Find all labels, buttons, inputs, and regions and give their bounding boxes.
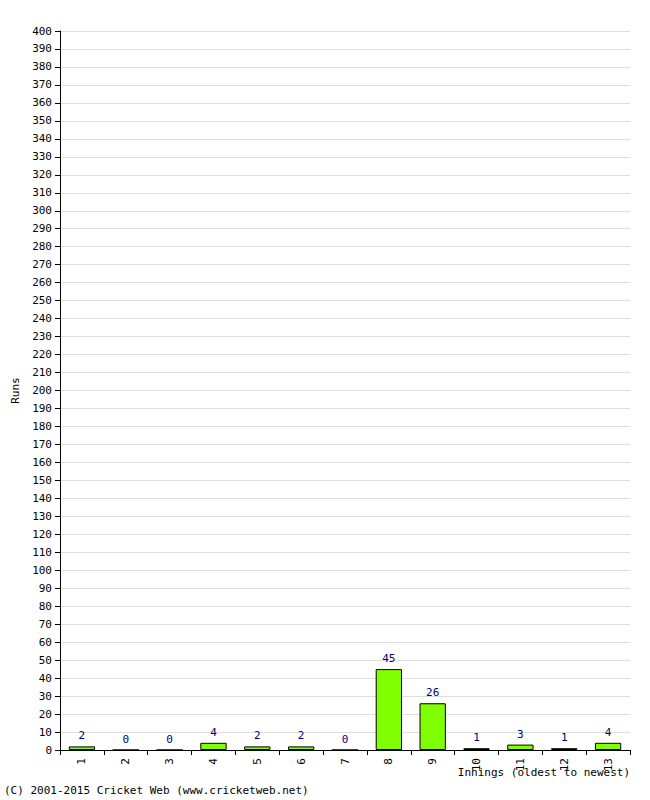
svg-text:13: 13 <box>602 758 615 771</box>
svg-text:120: 120 <box>32 528 52 541</box>
svg-text:3: 3 <box>163 758 176 765</box>
svg-text:190: 190 <box>32 402 52 415</box>
svg-text:210: 210 <box>32 366 52 379</box>
svg-text:4: 4 <box>605 726 612 739</box>
svg-text:3: 3 <box>517 728 524 741</box>
svg-text:70: 70 <box>39 618 52 631</box>
svg-text:300: 300 <box>32 204 52 217</box>
svg-text:45: 45 <box>382 652 395 665</box>
svg-text:310: 310 <box>32 186 52 199</box>
svg-text:9: 9 <box>426 758 439 765</box>
svg-text:20: 20 <box>39 708 52 721</box>
svg-text:280: 280 <box>32 240 52 253</box>
svg-text:10: 10 <box>39 726 52 739</box>
svg-text:160: 160 <box>32 456 52 469</box>
svg-text:5: 5 <box>251 758 264 765</box>
svg-text:1: 1 <box>561 731 568 744</box>
svg-text:90: 90 <box>39 582 52 595</box>
svg-text:130: 130 <box>32 510 52 523</box>
svg-text:8: 8 <box>382 758 395 765</box>
svg-text:26: 26 <box>426 686 439 699</box>
svg-text:0: 0 <box>122 733 129 746</box>
svg-text:360: 360 <box>32 96 52 109</box>
svg-text:340: 340 <box>32 132 52 145</box>
svg-text:250: 250 <box>32 294 52 307</box>
svg-text:2: 2 <box>119 758 132 765</box>
svg-text:4: 4 <box>207 758 220 765</box>
svg-text:200: 200 <box>32 384 52 397</box>
svg-text:50: 50 <box>39 654 52 667</box>
svg-text:400: 400 <box>32 25 52 38</box>
svg-text:330: 330 <box>32 150 52 163</box>
svg-text:140: 140 <box>32 492 52 505</box>
svg-text:1: 1 <box>75 758 88 765</box>
svg-text:(C) 2001-2015 Cricket Web (www: (C) 2001-2015 Cricket Web (www.cricketwe… <box>4 784 309 797</box>
svg-text:7: 7 <box>339 758 352 765</box>
svg-text:Runs: Runs <box>9 377 22 404</box>
svg-text:60: 60 <box>39 636 52 649</box>
svg-text:2: 2 <box>79 729 86 742</box>
svg-text:240: 240 <box>32 312 52 325</box>
svg-text:1: 1 <box>473 731 480 744</box>
svg-text:0: 0 <box>45 744 52 757</box>
svg-text:270: 270 <box>32 258 52 271</box>
svg-text:4: 4 <box>210 726 217 739</box>
svg-text:30: 30 <box>39 690 52 703</box>
svg-text:11: 11 <box>514 758 527 771</box>
svg-text:230: 230 <box>32 330 52 343</box>
svg-text:150: 150 <box>32 474 52 487</box>
svg-text:110: 110 <box>32 546 52 559</box>
svg-text:390: 390 <box>32 42 52 55</box>
svg-text:2: 2 <box>254 729 261 742</box>
svg-text:0: 0 <box>166 733 173 746</box>
svg-text:370: 370 <box>32 78 52 91</box>
svg-text:290: 290 <box>32 222 52 235</box>
svg-text:100: 100 <box>32 564 52 577</box>
svg-text:0: 0 <box>342 733 349 746</box>
svg-text:12: 12 <box>558 758 571 771</box>
svg-text:380: 380 <box>32 60 52 73</box>
svg-text:2: 2 <box>298 729 305 742</box>
svg-text:260: 260 <box>32 276 52 289</box>
svg-text:80: 80 <box>39 600 52 613</box>
svg-text:40: 40 <box>39 672 52 685</box>
svg-text:10: 10 <box>470 758 483 771</box>
svg-text:6: 6 <box>295 758 308 765</box>
svg-text:350: 350 <box>32 114 52 127</box>
svg-text:320: 320 <box>32 168 52 181</box>
svg-text:220: 220 <box>32 348 52 361</box>
svg-text:170: 170 <box>32 438 52 451</box>
svg-text:Innings (oldest to newest): Innings (oldest to newest) <box>457 766 630 779</box>
svg-text:180: 180 <box>32 420 52 433</box>
